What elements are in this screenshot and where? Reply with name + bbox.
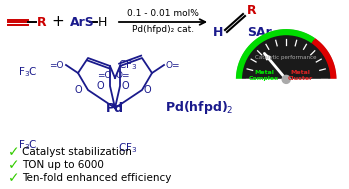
Text: +: +: [52, 15, 64, 29]
Text: O: O: [144, 85, 151, 95]
Text: Metal
Cluster: Metal Cluster: [288, 70, 313, 81]
Text: $\mathsf{F_3C}$: $\mathsf{F_3C}$: [18, 65, 38, 79]
Text: $\mathsf{CF_3}$: $\mathsf{CF_3}$: [118, 58, 138, 72]
Text: ArS: ArS: [70, 15, 95, 29]
Text: O=: O=: [166, 60, 180, 70]
Text: Ten-fold enhanced efficiency: Ten-fold enhanced efficiency: [22, 173, 171, 183]
Polygon shape: [235, 79, 337, 131]
Text: SAr: SAr: [247, 26, 272, 40]
Text: H: H: [213, 26, 223, 39]
Text: ✓: ✓: [8, 171, 20, 185]
Circle shape: [237, 30, 336, 129]
Text: $\mathsf{CF_3}$: $\mathsf{CF_3}$: [118, 141, 138, 155]
Text: H: H: [98, 15, 107, 29]
Text: Pd: Pd: [106, 101, 124, 115]
Text: =O: =O: [97, 71, 112, 81]
Text: =O: =O: [50, 60, 64, 70]
Text: Metal
Complex: Metal Complex: [249, 70, 279, 81]
Text: R: R: [247, 5, 257, 18]
Text: O: O: [96, 81, 104, 91]
Text: CATALYSIS: CATALYSIS: [258, 128, 315, 138]
Text: ✓: ✓: [8, 158, 20, 172]
Text: O: O: [74, 85, 82, 95]
Circle shape: [243, 36, 330, 123]
Circle shape: [239, 32, 334, 127]
Text: ✓: ✓: [8, 145, 20, 159]
Text: Pd(hfpd)$_2$: Pd(hfpd)$_2$: [165, 99, 233, 116]
Text: R: R: [37, 15, 47, 29]
Circle shape: [282, 75, 290, 83]
Text: Catalyst stabilization: Catalyst stabilization: [22, 147, 132, 157]
Text: TON up to 6000: TON up to 6000: [22, 160, 104, 170]
Text: O: O: [122, 81, 129, 91]
Text: Catalytic performance: Catalytic performance: [255, 55, 317, 60]
Text: 0.1 - 0.01 mol%: 0.1 - 0.01 mol%: [127, 9, 199, 19]
Text: Pd(hfpd)₂ cat.: Pd(hfpd)₂ cat.: [132, 26, 194, 35]
Text: O=: O=: [116, 71, 131, 81]
Text: $\mathsf{F_3C}$: $\mathsf{F_3C}$: [18, 138, 38, 152]
